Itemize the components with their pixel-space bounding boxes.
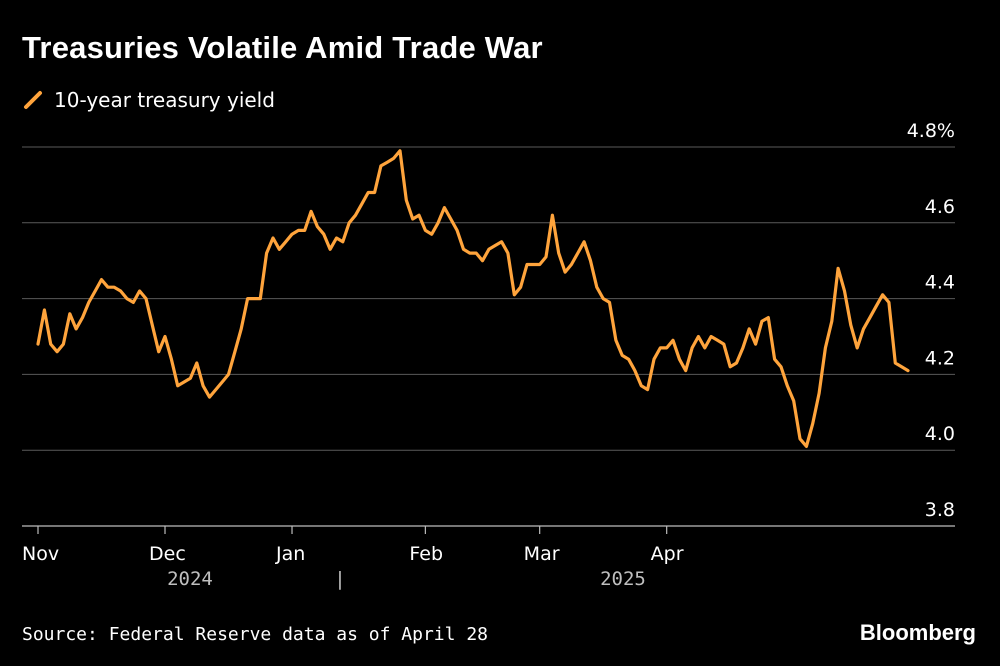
legend-line-icon	[24, 91, 42, 109]
x-tick-label: Jan	[275, 543, 305, 565]
y-tick-label: 4.6	[925, 196, 955, 218]
x-axis: Nov Dec Jan Feb Mar Apr 2024 | 2025	[22, 525, 955, 590]
y-tick-label: 4.4	[925, 272, 955, 294]
x-tick-label: Apr	[651, 543, 684, 565]
series-line-10-year-treasury-yield	[36, 149, 910, 448]
x-tick-label: Mar	[524, 543, 560, 565]
year-label-2025: 2025	[600, 568, 646, 590]
legend: 10-year treasury yield	[22, 88, 275, 112]
source-note: Source: Federal Reserve data as of April…	[22, 624, 488, 645]
bloomberg-logo: Bloomberg	[859, 620, 976, 645]
chart-title: Treasuries Volatile Amid Trade War	[22, 30, 543, 65]
grid-lines	[22, 146, 955, 451]
legend-label: 10-year treasury yield	[54, 88, 275, 112]
year-label-2024: 2024	[167, 568, 213, 590]
y-tick-label: 4.8%	[907, 120, 955, 142]
y-axis-ticks: 4.8% 4.6 4.4 4.2 4.0 3.8	[907, 120, 955, 521]
y-tick-label: 3.8	[925, 499, 955, 521]
x-tick-label: Feb	[409, 543, 443, 565]
y-tick-label: 4.0	[925, 423, 955, 445]
y-tick-label: 4.2	[925, 347, 955, 369]
x-tick-label: Nov	[22, 543, 59, 565]
year-separator: |	[334, 568, 345, 590]
x-tick-label: Dec	[149, 543, 186, 565]
series-layer	[36, 149, 910, 448]
